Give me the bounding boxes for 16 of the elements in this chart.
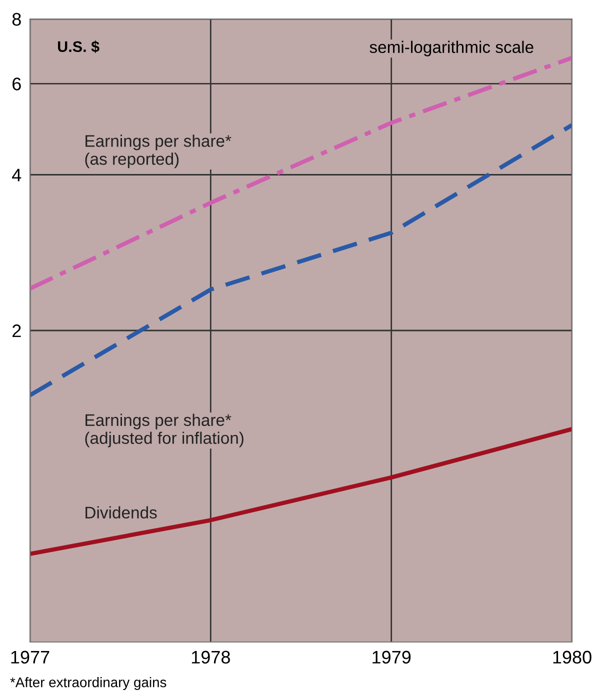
series-label: Earnings per share* (as reported) (85, 134, 232, 168)
y-tick-label: 4 (12, 168, 22, 182)
text: Earnings per share* (adjusted for inflation) (85, 414, 244, 448)
x-tick-label: 1979 (372, 650, 411, 664)
line-series (30, 56, 572, 291)
y-tick-label: 6 (12, 78, 21, 90)
series-label: Dividends (86, 506, 157, 519)
y-tick-label: 2 (12, 324, 21, 338)
y-tick-label: 8 (12, 12, 21, 26)
x-tick-label: 1980 (553, 650, 592, 664)
annotation: semi-logarithmic scale (370, 40, 534, 56)
line-series (30, 122, 572, 398)
x-tick-label: 1978 (192, 650, 230, 664)
annotation: U.S. $ (58, 40, 100, 54)
text: *After extraordinary gains (10, 677, 166, 690)
x-tick-label: 1977 (11, 650, 50, 664)
